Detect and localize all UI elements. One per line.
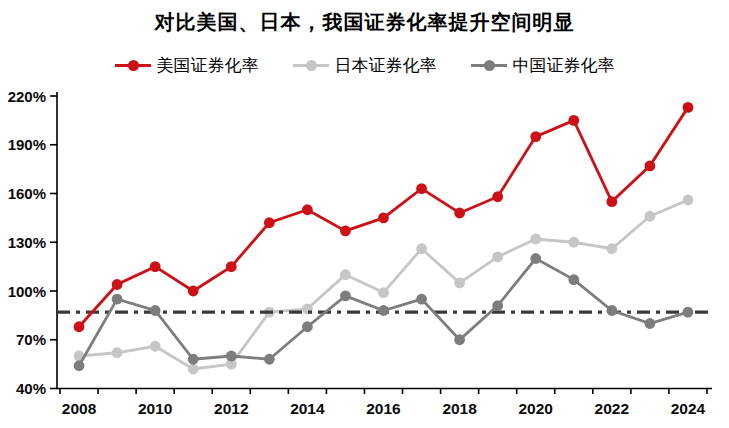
x-tick-label: 2016 <box>366 400 401 417</box>
y-tick-label: 100% <box>8 283 46 300</box>
us-data-point <box>378 212 389 223</box>
japan-line <box>79 200 688 369</box>
us-data-point <box>530 131 541 142</box>
us-data-point <box>492 191 503 202</box>
us-data-point <box>416 183 427 194</box>
china-data-point <box>188 354 199 365</box>
japan-data-point <box>606 243 617 254</box>
us-data-point <box>150 261 161 272</box>
x-tick-label: 2008 <box>62 400 97 417</box>
china-data-point <box>416 294 427 305</box>
japan-data-point <box>568 237 579 248</box>
x-tick-label: 2010 <box>138 400 172 417</box>
chart-page: 对比美国、日本，我国证券化率提升空间明显 美国证券化率 日本证券化率 中国证券化… <box>0 0 729 428</box>
y-tick-label: 190% <box>8 136 46 153</box>
us-data-point <box>340 225 351 236</box>
us-data-point <box>683 102 694 113</box>
x-tick-label: 2022 <box>595 400 629 417</box>
y-tick-label: 130% <box>8 234 46 251</box>
china-data-point <box>340 290 351 301</box>
china-data-point <box>264 354 275 365</box>
y-tick-label: 220% <box>8 88 46 105</box>
japan-data-point <box>416 243 427 254</box>
us-data-point <box>454 208 465 219</box>
china-data-point <box>302 321 313 332</box>
us-data-point <box>645 160 656 171</box>
y-tick-label: 70% <box>16 331 46 348</box>
japan-data-point <box>530 234 541 245</box>
japan-data-point <box>112 347 123 358</box>
china-data-point <box>226 351 237 362</box>
y-tick-label: 160% <box>8 185 46 202</box>
x-tick-label: 2018 <box>442 400 477 417</box>
china-data-point <box>492 300 503 311</box>
us-data-point <box>226 261 237 272</box>
china-data-point <box>378 305 389 316</box>
us-data-point <box>568 115 579 126</box>
us-data-point <box>302 204 313 215</box>
china-data-point <box>150 305 161 316</box>
x-tick-label: 2012 <box>214 400 248 417</box>
china-data-point <box>530 253 541 264</box>
securitization-line-chart: 40% 70% 100% 130% 160% 190% 220% 2008 2010 2012 20… <box>0 0 729 428</box>
japan-data-point <box>454 277 465 288</box>
japan-data-point <box>492 251 503 262</box>
japan-data-point <box>188 364 199 375</box>
china-data-point <box>112 294 123 305</box>
japan-data-point <box>378 287 389 298</box>
x-tick-label: 2024 <box>671 400 706 417</box>
y-tick-label: 40% <box>16 380 46 397</box>
x-tick-label: 2014 <box>290 400 325 417</box>
japan-data-point <box>683 195 694 206</box>
japan-data-point <box>340 269 351 280</box>
china-data-point <box>683 307 694 318</box>
china-data-point <box>454 334 465 345</box>
us-data-point <box>606 196 617 207</box>
china-data-point <box>74 360 85 371</box>
japan-data-point <box>150 341 161 352</box>
x-tick-label: 2020 <box>518 400 552 417</box>
us-data-point <box>264 217 275 228</box>
us-data-point <box>188 286 199 297</box>
us-data-point <box>74 321 85 332</box>
japan-data-point <box>645 211 656 222</box>
china-data-point <box>568 274 579 285</box>
china-data-point <box>645 318 656 329</box>
china-data-point <box>606 305 617 316</box>
us-data-point <box>112 279 123 290</box>
